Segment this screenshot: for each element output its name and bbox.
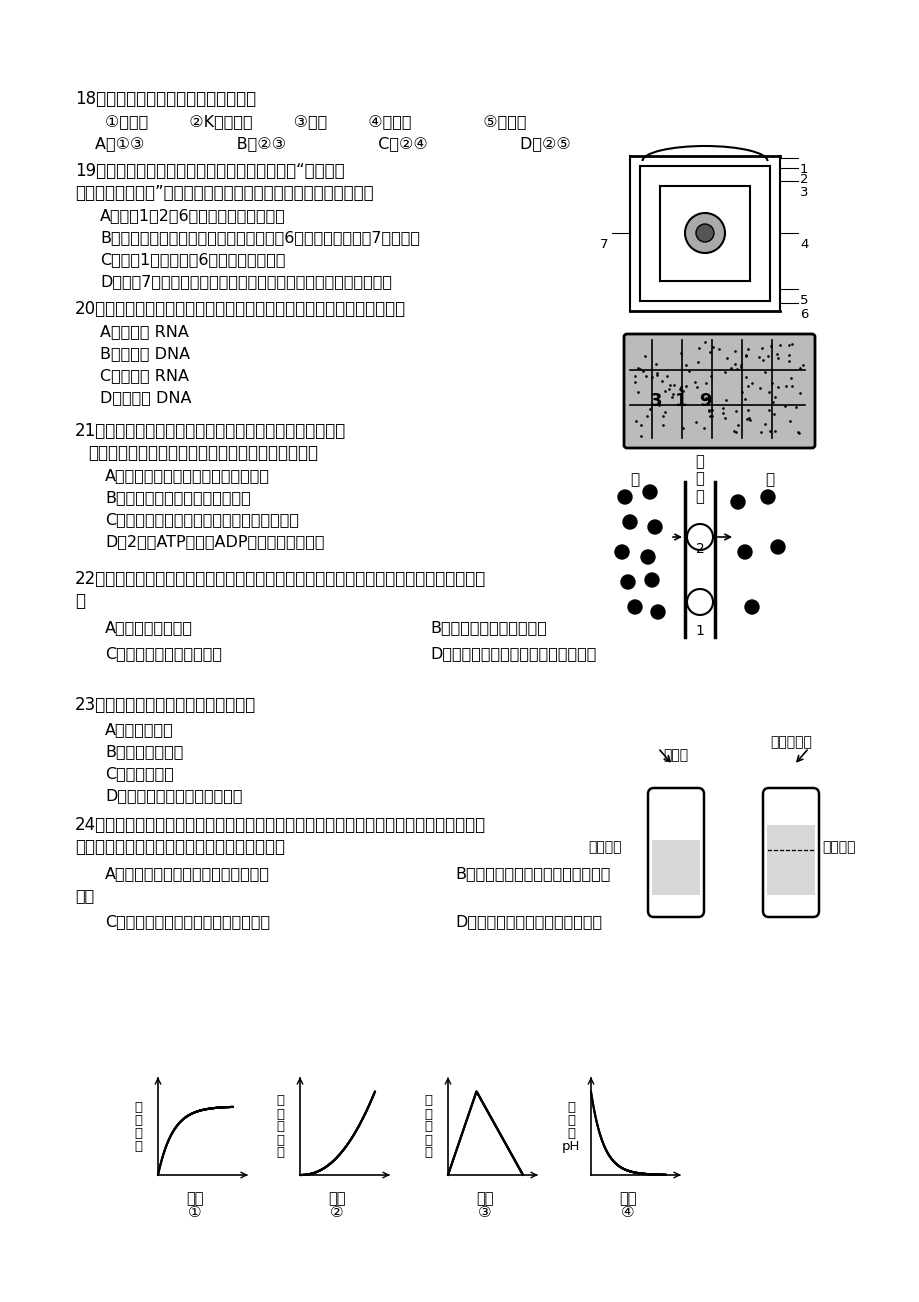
- Text: 7: 7: [599, 238, 607, 251]
- Text: A．细胞核是细胞生命活动的控制中心: A．细胞核是细胞生命活动的控制中心: [105, 866, 269, 881]
- Text: B．该物质可能代表葡萄糖或翣油: B．该物质可能代表葡萄糖或翣油: [105, 490, 251, 505]
- Text: D．图中7是细胞液，在细胞发生质壁分离过程中，其颜色逐渐变浅: D．图中7是细胞液，在细胞发生质壁分离过程中，其颜色逐渐变浅: [100, 273, 391, 289]
- Text: 过氧化氢酶: 过氧化氢酶: [769, 736, 811, 749]
- Text: A．徂化剂不同: A．徂化剂不同: [105, 723, 174, 737]
- Text: 时间: 时间: [328, 1191, 346, 1206]
- Text: 时间: 时间: [476, 1191, 494, 1206]
- Text: B．细胞核是遗传物质的储存和复制: B．细胞核是遗传物质的储存和复制: [455, 866, 609, 881]
- Text: 21．右图表示某种物质进人细胞时在细胞膜两侧的分布情况: 21．右图表示某种物质进人细胞时在细胞膜两侧的分布情况: [75, 422, 346, 440]
- Text: 酵
母
菌
数
量: 酵 母 菌 数 量: [276, 1095, 284, 1160]
- Text: C．糖元和 RNA: C．糖元和 RNA: [100, 368, 188, 383]
- Circle shape: [628, 600, 641, 615]
- Text: A．肌细胞形状不同: A．肌细胞形状不同: [105, 620, 193, 635]
- Circle shape: [760, 490, 774, 504]
- Text: 6: 6: [800, 309, 808, 322]
- Text: 酒
精
浓
度: 酒 精 浓 度: [134, 1101, 142, 1154]
- Text: D．2表示ATP水解为ADP过程中产生的能量: D．2表示ATP水解为ADP过程中产生的能量: [105, 534, 324, 549]
- Text: 过氧化氢: 过氧化氢: [821, 840, 855, 854]
- Circle shape: [696, 224, 713, 242]
- Text: A．①③                  B．②③                  C．②④                  D．②⑤: A．①③ B．②③ C．②④ D．②⑤: [95, 135, 570, 151]
- Text: ②: ②: [330, 1204, 344, 1220]
- Text: ③: ③: [478, 1204, 492, 1220]
- Text: ④: ④: [620, 1204, 634, 1220]
- Text: 葡
萄
糖
浓
度: 葡 萄 糖 浓 度: [424, 1095, 432, 1160]
- Text: 23．右图所示的实验中属于自变量的是: 23．右图所示的实验中属于自变量的是: [75, 697, 256, 713]
- Text: 1: 1: [800, 163, 808, 176]
- Circle shape: [647, 519, 662, 534]
- Text: 2: 2: [695, 542, 704, 556]
- Text: 为: 为: [75, 592, 85, 611]
- FancyBboxPatch shape: [762, 788, 818, 917]
- Text: 24．科学家用显微技术除去变形虫的细胞核，发现其新陈代谢减弱，运动停止；当重新植入: 24．科学家用显微技术除去变形虫的细胞核，发现其新陈代谢减弱，运动停止；当重新植…: [75, 816, 485, 835]
- Text: C．试管的大小: C．试管的大小: [105, 766, 174, 781]
- Text: 场所: 场所: [75, 888, 94, 904]
- Text: 5: 5: [800, 294, 808, 307]
- Circle shape: [618, 490, 631, 504]
- Text: （颗粒的多少表示浓度的高低），下列说法正确的是: （颗粒的多少表示浓度的高低），下列说法正确的是: [88, 444, 318, 462]
- Text: A．该物质是按顺浓度梯度进行运输的: A．该物质是按顺浓度梯度进行运输的: [105, 467, 269, 483]
- Circle shape: [614, 546, 629, 559]
- Text: ①: ①: [188, 1204, 201, 1220]
- Text: B．环境温度不同: B．环境温度不同: [105, 743, 183, 759]
- Circle shape: [642, 486, 656, 499]
- Text: 时间: 时间: [186, 1191, 203, 1206]
- Circle shape: [770, 540, 784, 553]
- Text: 3: 3: [800, 186, 808, 199]
- Text: B．在人体的分布位置不同: B．在人体的分布位置不同: [429, 620, 546, 635]
- Text: 18．下列物质中，在核糖体上合成的是: 18．下列物质中，在核糖体上合成的是: [75, 90, 255, 108]
- FancyBboxPatch shape: [623, 335, 814, 448]
- Text: 氯化鐵: 氯化鐵: [663, 749, 687, 762]
- Circle shape: [622, 516, 636, 529]
- Text: C．该物质运输过程不受酸碱度、温度的影响: C．该物质运输过程不受酸碱度、温度的影响: [105, 512, 299, 527]
- Bar: [652, 840, 699, 894]
- Text: 时间: 时间: [618, 1191, 636, 1206]
- Text: 的质壁分离及复原”的实验中所观察到的细胞图，下列叙述正确的是: 的质壁分离及复原”的实验中所观察到的细胞图，下列叙述正确的是: [75, 184, 373, 202]
- FancyBboxPatch shape: [647, 788, 703, 917]
- Text: 过氧化氢: 过氧化氢: [587, 840, 621, 854]
- Text: 内: 内: [765, 473, 774, 487]
- Circle shape: [651, 605, 664, 618]
- Text: C．支配其运动的神经不同: C．支配其运动的神经不同: [105, 646, 221, 661]
- Text: 3  1  9: 3 1 9: [650, 392, 711, 410]
- Text: B．淠粉和 DNA: B．淠粉和 DNA: [100, 346, 190, 361]
- Text: C．细胞核是细胞遗传特性的控制中心: C．细胞核是细胞遗传特性的控制中心: [105, 914, 270, 930]
- Circle shape: [731, 495, 744, 509]
- Text: D．细胞核是细胞代谢的主要场所: D．细胞核是细胞代谢的主要场所: [455, 914, 601, 930]
- Circle shape: [744, 600, 758, 615]
- Circle shape: [641, 549, 654, 564]
- Text: 22．人体的肌肉主要是由蛋白质构成的，但骨骼肌、心肌、平滑肌的功能各不相同，这是因: 22．人体的肌肉主要是由蛋白质构成的，但骨骼肌、心肌、平滑肌的功能各不相同，这是…: [75, 570, 486, 589]
- Text: 外: 外: [630, 473, 639, 487]
- Text: 细
胞
膜: 细 胞 膜: [695, 454, 704, 504]
- Text: 4: 4: [800, 238, 808, 251]
- Text: ①性激素        ②K＋的载体        ③淠粉        ④消化酶              ⑤纤维素: ①性激素 ②K＋的载体 ③淠粉 ④消化酶 ⑤纤维素: [105, 115, 526, 129]
- Circle shape: [737, 546, 751, 559]
- Text: D．糖元和 DNA: D．糖元和 DNA: [100, 391, 191, 405]
- Text: 细胞核后，发现其生命活动又能恢复。这说明了: 细胞核后，发现其生命活动又能恢复。这说明了: [75, 838, 285, 855]
- Text: C．图中1是细胞壁，6中充满了蔗糖溶液: C．图中1是细胞壁，6中充满了蔗糖溶液: [100, 253, 285, 267]
- Text: 20．右图是某生物组织示意图，其细胞质基质内含有的糖类和核酸主要是: 20．右图是某生物组织示意图，其细胞质基质内含有的糖类和核酸主要是: [75, 299, 405, 318]
- Circle shape: [644, 573, 658, 587]
- Text: 溶
液
的
pH: 溶 液 的 pH: [562, 1101, 580, 1154]
- Text: 2: 2: [800, 173, 808, 186]
- Text: 19．如图是某同学用紫色洋葱鸞片叶的外表皮做“植物细胞: 19．如图是某同学用紫色洋葱鸞片叶的外表皮做“植物细胞: [75, 161, 345, 180]
- Bar: [766, 825, 814, 894]
- Text: A．淠粉和 RNA: A．淠粉和 RNA: [100, 324, 188, 339]
- Text: A．图中1、2、6组成了细胞的原生质层: A．图中1、2、6组成了细胞的原生质层: [100, 208, 286, 223]
- Circle shape: [620, 575, 634, 589]
- Text: D．试管中的过氧化氢溶液的量: D．试管中的过氧化氢溶液的量: [105, 788, 243, 803]
- Text: D．构成肌细胞的蛋白质分子结构不同: D．构成肌细胞的蛋白质分子结构不同: [429, 646, 596, 661]
- Text: B．图中细胞必定处于质壁分离状态，此时6处的浓度一定大于7处的浓度: B．图中细胞必定处于质壁分离状态，此时6处的浓度一定大于7处的浓度: [100, 230, 420, 245]
- Circle shape: [685, 214, 724, 253]
- Text: 1: 1: [695, 624, 704, 638]
